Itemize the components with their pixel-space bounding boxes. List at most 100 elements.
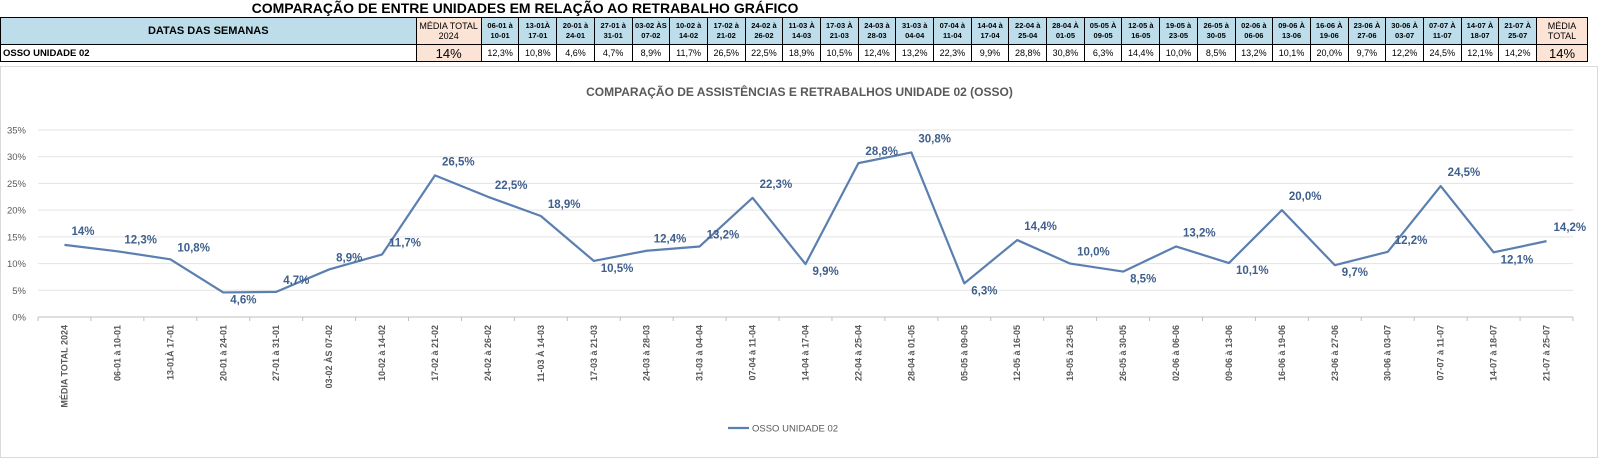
data-label: 12,1%	[1501, 254, 1534, 266]
summary-table: DATAS DAS SEMANAS MÉDIA TOTAL 2024 06-01…	[0, 17, 1588, 62]
y-tick-label: 15%	[7, 232, 27, 243]
week-header: 30-06 À 03-07	[1385, 17, 1424, 45]
sheet-title: COMPARAÇÃO DE ENTRE UNIDADES EM RELAÇÃO …	[251, 0, 799, 16]
week-value: 18,9%	[782, 44, 821, 62]
x-tick-label: 02-06 à 06-06	[1171, 325, 1181, 381]
week-header: 17-02 à 21-02	[706, 17, 746, 45]
x-tick-label: 13-01À 17-01	[165, 325, 175, 380]
x-tick-label: 30-06 à 03-07	[1383, 325, 1393, 381]
data-label: 24,5%	[1448, 167, 1481, 179]
data-label: 30,8%	[918, 133, 951, 145]
x-tick-label: 06-01 à 10-01	[112, 325, 122, 381]
week-header: 17-03 À 21-03	[819, 17, 859, 45]
data-label: 8,9%	[336, 252, 362, 264]
week-header: 11-03 À 14-03	[782, 17, 821, 45]
y-tick-label: 35%	[7, 126, 27, 137]
data-label: 8,5%	[1130, 274, 1156, 286]
week-header: 28-04 À 01-05	[1046, 17, 1085, 45]
x-tick-label: 14-07 à 18-07	[1489, 325, 1499, 381]
x-tick-label: 14-04 à 17-04	[801, 325, 811, 381]
avg-value: 14%	[415, 44, 482, 62]
week-header: 26-05 à 30-05	[1196, 17, 1236, 45]
x-tick-label: 20-01 à 24-01	[218, 325, 228, 381]
week-value: 13,2%	[895, 44, 935, 62]
y-tick-label: 25%	[7, 179, 27, 190]
x-tick-label: 24-03 à 28-03	[642, 325, 652, 381]
week-value: 10,0%	[1159, 44, 1198, 62]
week-value: 8,5%	[1196, 44, 1236, 62]
week-header: 14-07 À 18-07	[1460, 17, 1500, 45]
week-value: 14,4%	[1121, 44, 1161, 62]
data-label: 10,1%	[1236, 265, 1269, 277]
y-tick-label: 20%	[7, 206, 27, 217]
x-tick-label: 03-02 ÀS 07-02	[324, 325, 334, 389]
data-label: 13,2%	[1183, 227, 1216, 239]
line-chart: COMPARAÇÃO DE ASSISTÊNCIAS E RETRABALHOS…	[7, 84, 1586, 435]
x-tick-label: MÉDIA TOTAL 2024	[59, 325, 69, 408]
week-value: 8,9%	[631, 44, 671, 62]
x-tick-label: 21-07 à 25-07	[1542, 325, 1552, 381]
data-label: 20,0%	[1289, 191, 1322, 203]
week-header: 06-01 à 10-01	[480, 17, 520, 45]
week-header: 20-01 à 24-01	[556, 17, 595, 45]
week-value: 26,5%	[706, 44, 746, 62]
week-header: 13-01À 17-01	[518, 17, 558, 45]
week-value: 14,2%	[1498, 44, 1538, 62]
x-tick-label: 17-03 à 21-03	[589, 325, 599, 381]
data-label: 18,9%	[548, 199, 581, 211]
week-header: 03-02 ÀS 07-02	[631, 17, 671, 45]
week-value: 6,3%	[1083, 44, 1123, 62]
data-label: 14,4%	[1024, 221, 1057, 233]
x-tick-label: 09-06 à 13-06	[1224, 325, 1234, 381]
week-header: 23-06 À 27-06	[1347, 17, 1387, 45]
week-value: 10,1%	[1272, 44, 1311, 62]
data-label: 10,0%	[1077, 247, 1110, 259]
y-tick-label: 30%	[7, 152, 27, 163]
data-label: 10,5%	[601, 263, 634, 275]
week-header: 10-02 à 14-02	[669, 17, 708, 45]
week-header: 12-05 à 16-05	[1121, 17, 1161, 45]
x-tick-label: 19-05 à 23-05	[1065, 325, 1075, 381]
week-value: 4,6%	[556, 44, 595, 62]
week-value: 12,4%	[857, 44, 897, 62]
y-tick-label: 0%	[12, 313, 26, 324]
data-label: 4,6%	[230, 294, 256, 306]
week-value: 10,5%	[819, 44, 859, 62]
week-header: 19-05 à 23-05	[1159, 17, 1198, 45]
x-tick-label: 12-05 à 16-05	[1012, 325, 1022, 381]
summary-header-row: DATAS DAS SEMANAS MÉDIA TOTAL 2024 06-01…	[0, 17, 1588, 45]
data-label: 12,2%	[1395, 235, 1428, 247]
week-header: 05-05 À 09-05	[1083, 17, 1123, 45]
week-value: 4,7%	[593, 44, 633, 62]
data-label: 4,7%	[283, 275, 309, 287]
data-label: 9,9%	[813, 266, 839, 278]
chart-area: COMPARAÇÃO DE ASSISTÊNCIAS E RETRABALHOS…	[0, 66, 1598, 458]
data-label: 6,3%	[971, 285, 997, 297]
total-value: 14%	[1536, 44, 1588, 62]
total-header: MÉDIA TOTAL	[1536, 17, 1588, 45]
x-tick-label: 24-02 à 26-02	[483, 325, 493, 381]
data-label: 9,7%	[1342, 267, 1368, 279]
data-label: 26,5%	[442, 156, 475, 168]
weeks-header-label: DATAS DAS SEMANAS	[0, 17, 417, 45]
week-header: 24-02 à 26-02	[744, 17, 784, 45]
y-tick-label: 10%	[7, 259, 27, 270]
row-label: OSSO UNIDADE 02	[0, 44, 417, 62]
week-header: 16-06 À 19-06	[1309, 17, 1349, 45]
week-header: 27-01 à 31-01	[593, 17, 633, 45]
week-value: 12,1%	[1460, 44, 1500, 62]
week-value: 9,9%	[970, 44, 1010, 62]
data-label: 11,7%	[389, 237, 421, 249]
x-tick-label: 10-02 à 14-02	[377, 325, 387, 381]
week-header: 02-06 à 06-06	[1234, 17, 1274, 45]
week-value: 28,8%	[1008, 44, 1048, 62]
week-header: 21-07 À 25-07	[1498, 17, 1538, 45]
week-header: 24-03 à 28-03	[857, 17, 897, 45]
week-value: 22,5%	[744, 44, 784, 62]
x-tick-label: 11-03 À 14-03	[536, 325, 546, 382]
week-value: 22,3%	[933, 44, 972, 62]
week-value: 9,7%	[1347, 44, 1387, 62]
week-header: 07-07 À 11-07	[1422, 17, 1462, 45]
week-value: 13,2%	[1234, 44, 1274, 62]
week-value: 24,5%	[1422, 44, 1462, 62]
